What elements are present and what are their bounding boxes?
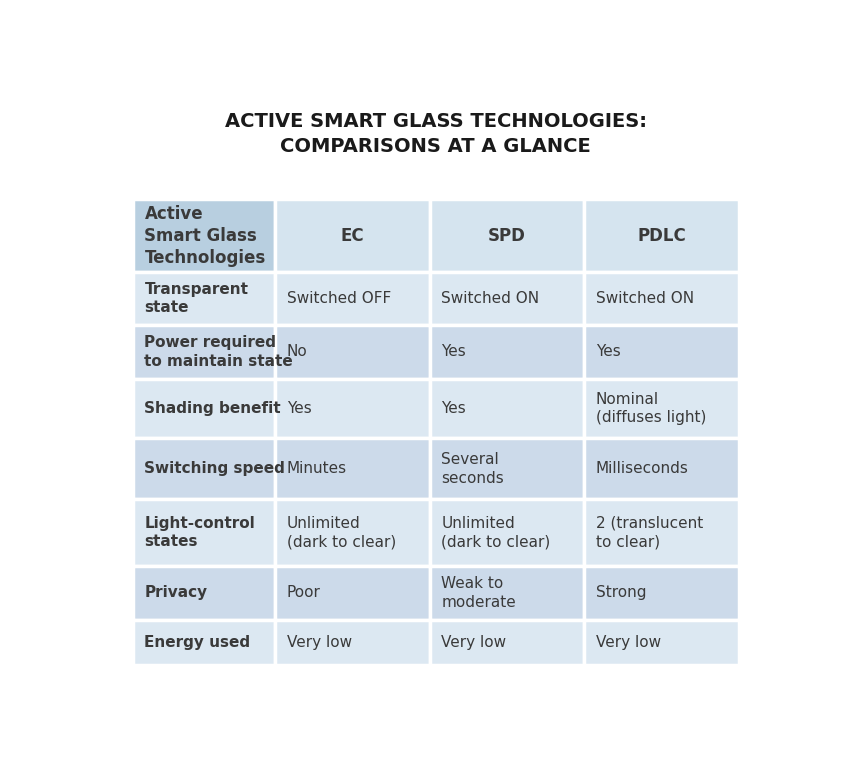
Text: Yes: Yes xyxy=(441,401,466,416)
Text: Poor: Poor xyxy=(287,585,320,600)
Text: EC: EC xyxy=(341,227,364,245)
Text: Very low: Very low xyxy=(287,635,352,650)
Text: Light-control
states: Light-control states xyxy=(144,516,255,550)
Text: Weak to
moderate: Weak to moderate xyxy=(441,576,516,609)
Bar xyxy=(429,272,584,325)
Bar xyxy=(429,379,584,438)
Text: Switched ON: Switched ON xyxy=(441,291,540,306)
Text: ACTIVE SMART GLASS TECHNOLOGIES:
COMPARISONS AT A GLANCE: ACTIVE SMART GLASS TECHNOLOGIES: COMPARI… xyxy=(224,112,647,156)
Bar xyxy=(275,272,429,325)
Bar xyxy=(133,379,275,438)
Bar xyxy=(429,620,584,665)
Bar xyxy=(429,565,584,620)
Text: Switching speed: Switching speed xyxy=(144,461,286,476)
Bar xyxy=(133,565,275,620)
Bar xyxy=(429,499,584,565)
Text: Minutes: Minutes xyxy=(287,461,347,476)
Bar xyxy=(133,325,275,379)
Bar xyxy=(584,620,739,665)
Text: Yes: Yes xyxy=(287,401,312,416)
Text: Strong: Strong xyxy=(596,585,647,600)
Bar xyxy=(275,499,429,565)
Text: Switched ON: Switched ON xyxy=(596,291,694,306)
Text: Unlimited
(dark to clear): Unlimited (dark to clear) xyxy=(287,516,396,550)
Bar xyxy=(275,325,429,379)
Bar xyxy=(133,272,275,325)
Bar xyxy=(584,499,739,565)
Text: Switched OFF: Switched OFF xyxy=(287,291,391,306)
Bar xyxy=(275,379,429,438)
Bar xyxy=(584,325,739,379)
Text: Privacy: Privacy xyxy=(144,585,207,600)
Text: Milliseconds: Milliseconds xyxy=(596,461,688,476)
Text: Yes: Yes xyxy=(441,344,466,359)
Text: 2 (translucent
to clear): 2 (translucent to clear) xyxy=(596,516,703,550)
Text: Very low: Very low xyxy=(596,635,661,650)
Text: Power required
to maintain state: Power required to maintain state xyxy=(144,335,293,369)
Bar xyxy=(429,199,584,272)
Text: Energy used: Energy used xyxy=(144,635,251,650)
Bar xyxy=(429,438,584,499)
Bar xyxy=(584,199,739,272)
Text: Active
Smart Glass
Technologies: Active Smart Glass Technologies xyxy=(144,205,266,267)
Text: Transparent
state: Transparent state xyxy=(144,282,248,315)
Bar xyxy=(275,620,429,665)
Text: No: No xyxy=(287,344,308,359)
Text: Nominal
(diffuses light): Nominal (diffuses light) xyxy=(596,392,706,425)
Text: Shading benefit: Shading benefit xyxy=(144,401,281,416)
Bar xyxy=(275,199,429,272)
Bar xyxy=(133,499,275,565)
Bar xyxy=(275,565,429,620)
Text: Unlimited
(dark to clear): Unlimited (dark to clear) xyxy=(441,516,551,550)
Bar xyxy=(584,565,739,620)
Text: SPD: SPD xyxy=(488,227,526,245)
Text: Several
seconds: Several seconds xyxy=(441,452,504,486)
Bar xyxy=(133,199,275,272)
Bar xyxy=(275,438,429,499)
Text: Very low: Very low xyxy=(441,635,507,650)
Bar xyxy=(584,379,739,438)
Bar xyxy=(133,438,275,499)
Bar xyxy=(584,272,739,325)
Text: PDLC: PDLC xyxy=(637,227,686,245)
Bar xyxy=(133,620,275,665)
Bar xyxy=(584,438,739,499)
Bar xyxy=(429,325,584,379)
Text: Yes: Yes xyxy=(596,344,620,359)
